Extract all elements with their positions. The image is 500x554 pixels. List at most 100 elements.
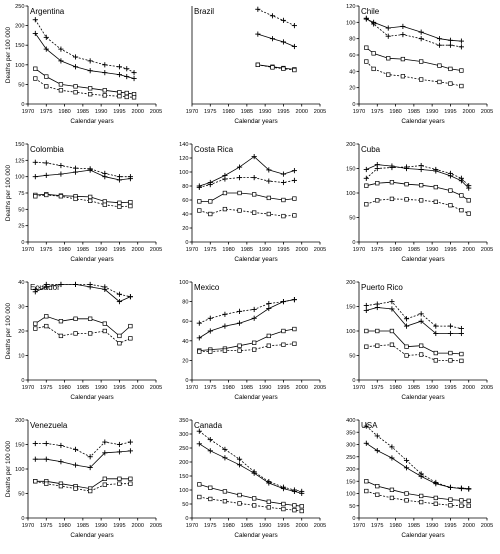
x-tick-label: 1995 bbox=[277, 247, 289, 253]
data-point-plus bbox=[266, 167, 272, 173]
data-point-square bbox=[252, 496, 257, 501]
data-point-square bbox=[252, 347, 257, 352]
data-point-square bbox=[292, 213, 297, 218]
data-point-plus bbox=[116, 441, 123, 448]
data-point-plus bbox=[371, 19, 377, 25]
data-point-plus bbox=[433, 323, 439, 329]
data-point-square bbox=[364, 488, 369, 494]
axes bbox=[356, 5, 488, 107]
axes bbox=[25, 5, 157, 107]
data-point-plus bbox=[291, 23, 297, 29]
data-point-square bbox=[389, 342, 395, 347]
data-point-square bbox=[44, 74, 49, 79]
x-tick-label: 1995 bbox=[444, 523, 456, 529]
panel-title: Chile bbox=[361, 7, 380, 16]
series-path bbox=[199, 496, 302, 512]
data-point-square bbox=[404, 491, 409, 496]
data-point-square bbox=[197, 208, 202, 213]
data-point-plus bbox=[116, 291, 123, 297]
x-tick-label: 1995 bbox=[277, 523, 289, 529]
series-line bbox=[33, 76, 137, 100]
x-tick-label: 1985 bbox=[77, 247, 89, 253]
data-point-plus bbox=[43, 284, 49, 290]
data-point-square bbox=[88, 194, 93, 200]
data-point-square bbox=[281, 328, 286, 334]
x-axis-label: Calendar years bbox=[234, 118, 277, 125]
data-point-plus bbox=[418, 473, 424, 479]
data-point-plus bbox=[433, 330, 439, 337]
panel-title: Puerto Rico bbox=[361, 283, 403, 292]
y-tick-label: 80 bbox=[182, 300, 188, 306]
series-line bbox=[364, 342, 464, 364]
data-point-plus bbox=[269, 36, 276, 42]
x-tick-label: 1990 bbox=[259, 109, 271, 115]
data-point-square bbox=[266, 343, 271, 348]
y-tick-label: 0 bbox=[21, 378, 24, 384]
data-point-square bbox=[197, 494, 202, 500]
series-line bbox=[363, 304, 464, 337]
data-point-square bbox=[459, 193, 464, 198]
data-point-plus bbox=[447, 42, 454, 48]
data-point-plus bbox=[236, 456, 243, 462]
x-tick-label: 1970 bbox=[353, 523, 365, 529]
x-tick-label: 1995 bbox=[277, 385, 289, 391]
y-tick-label: 100 bbox=[179, 170, 188, 176]
data-point-square bbox=[459, 351, 464, 357]
data-point-square bbox=[364, 183, 369, 188]
data-point-plus bbox=[102, 174, 108, 180]
data-point-square bbox=[364, 202, 369, 207]
series-line bbox=[364, 45, 464, 73]
data-point-square bbox=[208, 199, 213, 204]
x-tick-label: 1995 bbox=[113, 247, 125, 253]
data-point-square bbox=[292, 326, 297, 332]
data-point-plus bbox=[299, 490, 305, 496]
data-point-plus bbox=[87, 167, 93, 173]
data-point-plus bbox=[280, 179, 287, 186]
y-axis-label: Deaths per 100 000 bbox=[5, 26, 12, 83]
series-line bbox=[196, 175, 297, 190]
data-point-plus bbox=[236, 164, 243, 170]
data-point-plus bbox=[43, 172, 49, 178]
x-tick-label: 1985 bbox=[408, 385, 420, 391]
data-point-plus bbox=[32, 17, 38, 23]
series-path bbox=[366, 330, 462, 355]
x-tick-label: 1970 bbox=[353, 247, 365, 253]
data-point-plus bbox=[207, 182, 213, 188]
y-tick-label: 200 bbox=[346, 467, 355, 473]
series-path bbox=[366, 301, 462, 329]
data-point-square bbox=[404, 498, 409, 503]
y-tick-label: 20 bbox=[349, 86, 355, 92]
y-tick-label: 50 bbox=[18, 207, 24, 213]
data-point-square bbox=[102, 482, 107, 487]
data-point-square bbox=[128, 323, 133, 329]
x-tick-label: 1990 bbox=[95, 385, 107, 391]
series-path bbox=[257, 64, 295, 71]
data-point-plus bbox=[291, 297, 297, 303]
x-tick-label: 1980 bbox=[222, 385, 234, 391]
data-point-plus bbox=[374, 165, 380, 172]
data-point-square bbox=[124, 94, 129, 100]
data-point-plus bbox=[466, 183, 472, 189]
data-point-plus bbox=[87, 454, 93, 460]
data-point-square bbox=[44, 192, 49, 198]
x-tick-label: 1985 bbox=[241, 109, 253, 115]
data-point-plus bbox=[124, 66, 130, 72]
data-point-plus bbox=[436, 36, 443, 42]
y-tick-label: 140 bbox=[179, 142, 188, 148]
x-tick-label: 2000 bbox=[462, 523, 474, 529]
data-point-plus bbox=[266, 480, 272, 486]
data-point-plus bbox=[43, 160, 49, 166]
data-point-square bbox=[117, 94, 122, 99]
data-point-square bbox=[404, 182, 409, 187]
data-point-plus bbox=[251, 315, 257, 321]
x-tick-label: 1980 bbox=[389, 523, 401, 529]
series-path bbox=[366, 490, 469, 507]
x-tick-label: 1980 bbox=[58, 247, 70, 253]
data-point-square bbox=[299, 508, 304, 514]
data-point-square bbox=[292, 508, 297, 513]
y-tick-label: 80 bbox=[349, 37, 355, 43]
data-point-square bbox=[437, 63, 442, 68]
data-point-square bbox=[124, 90, 129, 96]
x-tick-label: 1995 bbox=[277, 109, 289, 115]
data-point-plus bbox=[72, 54, 79, 60]
